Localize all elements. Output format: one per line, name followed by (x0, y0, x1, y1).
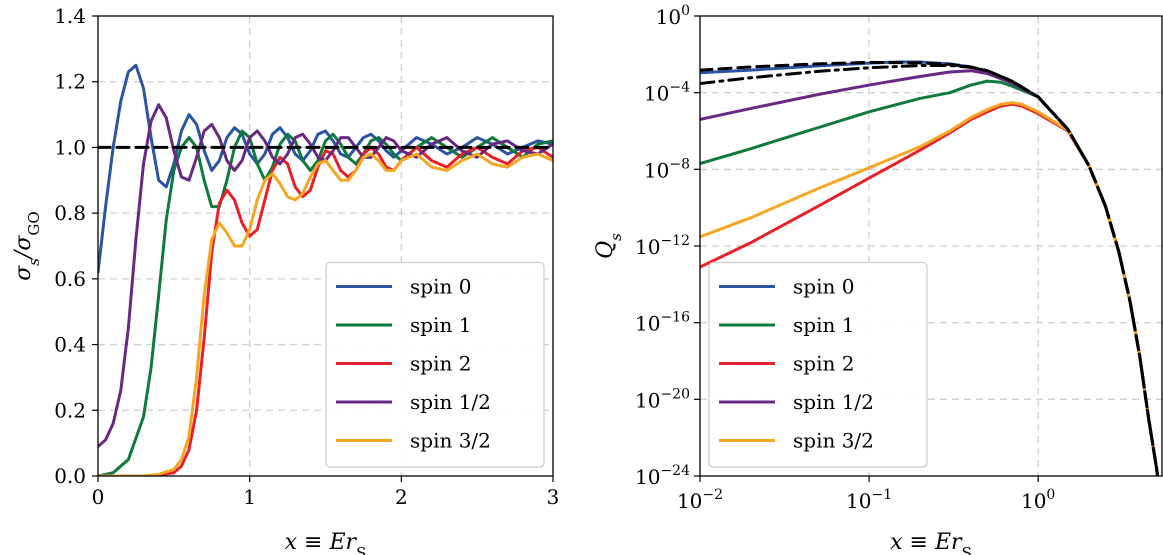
panel2-y-axis-label: Qs (593, 233, 625, 259)
panel2-legend-box (708, 261, 928, 468)
panel2-x-tick-label-2: 100 (1021, 487, 1055, 513)
panel1-y-tick-label-2: 0.4 (54, 333, 86, 357)
panel2-legend-label-1: spin 1 (793, 313, 854, 337)
panel2-y-tick-label-4: 10−8 (644, 156, 690, 182)
panel1-series-line-spin-0 (98, 63, 553, 274)
panel2-legend-label-3: spin 1/2 (793, 390, 874, 414)
panel2-y-tick-label-3: 10−12 (635, 233, 690, 259)
panel1-series-group (98, 63, 553, 476)
panel1-legend-label-0: spin 0 (410, 275, 471, 299)
panel1-legend-label-1: spin 1 (410, 313, 471, 337)
panel1-x-tick-label-1: 1 (243, 485, 256, 509)
panel2-legend-label-0: spin 0 (793, 275, 854, 299)
panel1-y-tick-label-1: 0.2 (54, 398, 86, 422)
panel2-x-axis-label: x ≡ ErS (890, 530, 972, 555)
panel1-x-tick-label-3: 3 (547, 485, 560, 509)
panel1-y-tick-label-6: 1.2 (54, 70, 86, 94)
panel1-y-axis-label: σs/σGO (11, 211, 43, 280)
panel2-y-tick-label-6: 100 (656, 3, 690, 29)
panel1-y-tick-label-5: 1.0 (54, 135, 86, 159)
panel1-x-tick-label-2: 2 (395, 485, 408, 509)
panel1-series-line-spin-1 (98, 129, 553, 476)
panel2-series-group (700, 60, 1160, 476)
panel2-legend-label-2: spin 2 (793, 352, 854, 376)
panel1-y-tick-label-0: 0.0 (54, 464, 86, 488)
panel2-y-tick-label-1: 10−20 (635, 386, 690, 412)
panel1-x-tick-label-0: 0 (92, 485, 105, 509)
panel2-legend-label-4: spin 3/2 (793, 429, 874, 453)
panel2-x-tick-label-0: 10−2 (677, 487, 723, 513)
panel1-y-tick-label-7: 1.4 (54, 4, 86, 28)
panel1-legend-label-2: spin 2 (410, 352, 471, 376)
panel1-series-line-spin-3-2 (98, 152, 553, 476)
panel2-y-tick-label-2: 10−16 (635, 310, 690, 336)
panel2-x-tick-label-1: 10−1 (846, 487, 892, 513)
panel1-axes-frame (97, 15, 554, 477)
panel1-y-tick-label-4: 0.8 (54, 201, 86, 225)
panel1-legend-box (325, 261, 545, 468)
panel1-x-axis-label: x ≡ ErS (285, 530, 367, 555)
panel2-y-tick-label-5: 10−4 (644, 80, 690, 106)
panel2-y-tick-label-0: 10−24 (635, 463, 690, 489)
panel1-y-tick-label-3: 0.6 (54, 267, 86, 291)
panel2-series-line-reference-dashdot (700, 64, 1160, 476)
panel1-legend-label-4: spin 3/2 (410, 429, 491, 453)
panel1-legend-label-3: spin 1/2 (410, 390, 491, 414)
panel1-series-line-spin-2 (98, 145, 553, 476)
